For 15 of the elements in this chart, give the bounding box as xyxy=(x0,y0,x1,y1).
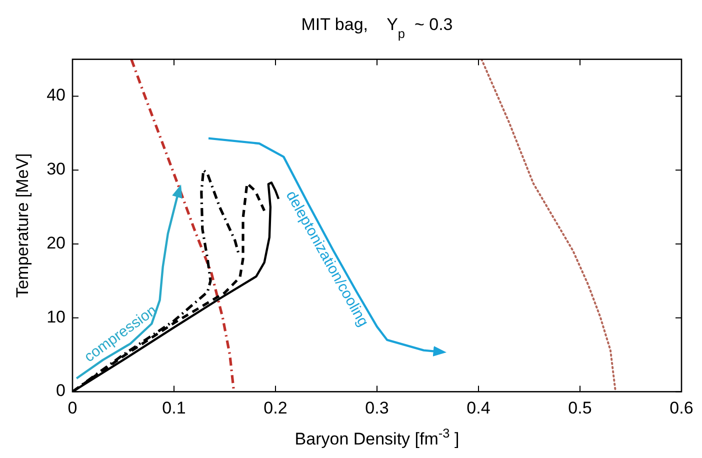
x-tick-label: 0.3 xyxy=(365,398,389,418)
x-tick-label: 0.2 xyxy=(264,398,288,418)
y-tick-label: 30 xyxy=(46,160,66,179)
y-tick-label: 40 xyxy=(46,86,66,105)
y-axis-title: Temperature [MeV] xyxy=(13,153,32,298)
x-tick-label: 0 xyxy=(68,398,78,418)
x-tick-label: 0.6 xyxy=(670,398,694,418)
x-tick-label: 0.1 xyxy=(162,398,186,418)
x-tick-label: 0.4 xyxy=(466,398,490,418)
x-axis-title: Baryon Density [fm$^{-3}$] xyxy=(294,425,460,449)
y-tick-label: 0 xyxy=(56,381,66,400)
x-tick-label: 0.5 xyxy=(568,398,592,418)
y-tick-label: 20 xyxy=(46,233,66,252)
y-tick-label: 10 xyxy=(46,307,66,326)
chart-title: MIT bag, Y$_{p}$ ~ 0.3 xyxy=(301,15,453,40)
